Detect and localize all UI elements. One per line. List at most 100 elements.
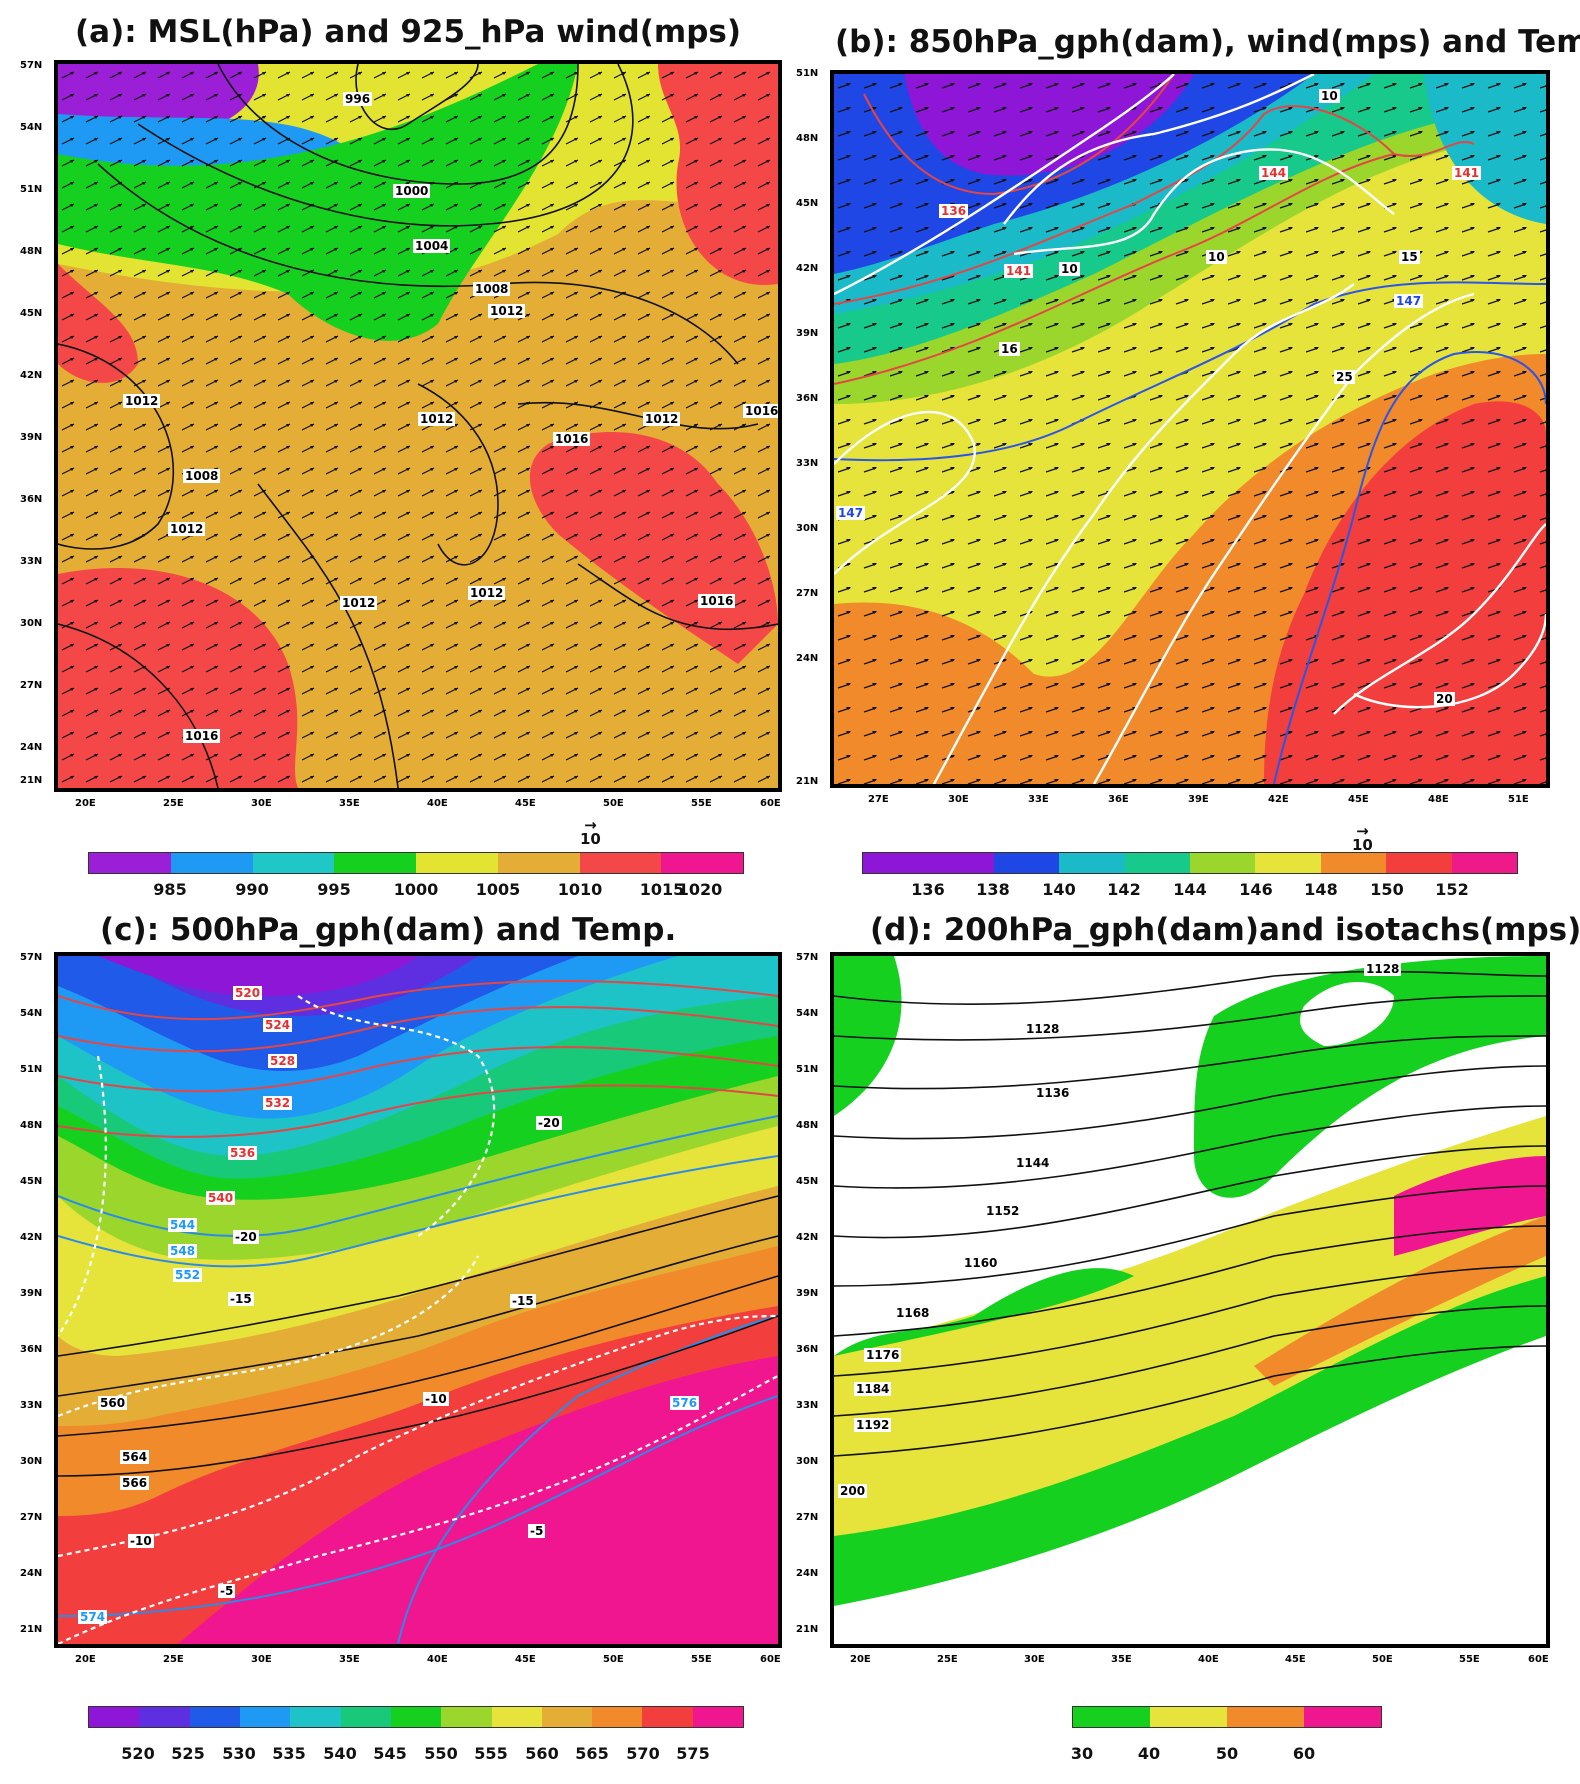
colorbar-swatch (170, 853, 253, 873)
panel-a-contour-label: 1008 (183, 469, 221, 483)
colorbar-swatch (340, 1707, 391, 1727)
panel-c-contour-label-white: -5 (218, 1584, 236, 1598)
x-tick: 25E (937, 1654, 958, 1665)
x-tick: 55E (1459, 1654, 1480, 1665)
panel-b-contour-label-red: 144 (1259, 166, 1289, 180)
colorbar-swatch (928, 853, 994, 873)
panel-b-colorbar (862, 852, 1518, 874)
wind-reference-label: 10 (580, 830, 601, 848)
y-tick: 24N (20, 742, 43, 753)
y-tick: 48N (796, 1120, 819, 1131)
panel-a-map: 996 1000 1004 1008 1012 1012 1016 1016 1… (54, 60, 782, 792)
panel-c-colorbar-label: 550 (424, 1744, 458, 1763)
y-tick: 54N (796, 1008, 819, 1019)
panel-c-colorbar (88, 1706, 744, 1728)
y-tick: 33N (796, 1400, 819, 1411)
panel-c-colorbar-label: 545 (373, 1744, 407, 1763)
panel-b-colorbar-label: 150 (1370, 880, 1404, 899)
panel-c-colorbar-label: 540 (323, 1744, 357, 1763)
colorbar-swatch (1386, 853, 1452, 873)
x-tick: 25E (163, 1654, 184, 1665)
y-tick: 39N (796, 328, 819, 339)
y-tick: 45N (20, 1176, 43, 1187)
panel-c-colorbar-label: 520 (121, 1744, 155, 1763)
y-tick: 27N (20, 680, 43, 691)
panel-d-colorbar-label: 50 (1215, 1744, 1239, 1763)
panel-a-contour-label: 1012 (168, 522, 206, 536)
panel-d-map: 1128 1128 1136 1144 1152 1160 1168 1176 … (830, 952, 1550, 1648)
colorbar-swatch (497, 853, 580, 873)
x-tick: 20E (850, 1654, 871, 1665)
y-tick: 57N (20, 60, 43, 71)
x-tick: 50E (1372, 1654, 1393, 1665)
colorbar-swatch (1320, 853, 1387, 873)
x-tick: 30E (251, 1654, 272, 1665)
colorbar-swatch (692, 1707, 744, 1727)
panel-d-contour-label: 1168 (894, 1306, 932, 1320)
panel-a-contour-label: 1012 (123, 394, 161, 408)
colorbar-swatch (416, 853, 498, 873)
panel-d-contour-label: 1192 (854, 1418, 892, 1432)
y-tick: 36N (20, 494, 43, 505)
panel-c-colorbar-label: 555 (474, 1744, 508, 1763)
panel-d-colorbar-label: 60 (1292, 1744, 1316, 1763)
colorbar-swatch (1150, 1707, 1227, 1727)
colorbar-swatch (1227, 1707, 1304, 1727)
colorbar-swatch (239, 1707, 291, 1727)
panel-a-contour-label: 1012 (643, 412, 681, 426)
y-tick: 27N (796, 1512, 819, 1523)
panel-a-contour-label: 996 (343, 92, 373, 106)
panel-c-contour-label-white: -20 (233, 1230, 259, 1244)
x-tick: 20E (75, 1654, 96, 1665)
panel-d-field (834, 956, 1546, 1644)
y-tick: 51N (20, 1064, 43, 1075)
panel-c-contour-label-white: -5 (528, 1524, 546, 1538)
panel-b-contour-label-white: 16 (999, 342, 1020, 356)
colorbar-swatch (89, 1707, 140, 1727)
panel-b-contour-label-red: 136 (939, 204, 969, 218)
panel-b-colorbar-label: 152 (1435, 880, 1469, 899)
panel-b-colorbar-label: 138 (976, 880, 1010, 899)
panel-c-colorbar-label: 530 (222, 1744, 256, 1763)
y-tick: 24N (20, 1568, 43, 1579)
y-tick: 39N (20, 1288, 43, 1299)
panel-a-contour-label: 1008 (473, 282, 511, 296)
x-tick: 60E (760, 1654, 781, 1665)
colorbar-swatch (252, 853, 335, 873)
y-tick: 42N (796, 1232, 819, 1243)
panel-d-colorbar-label: 40 (1137, 1744, 1161, 1763)
panel-c-contour-label-blue: 552 (173, 1268, 203, 1282)
panel-a-contour-label: 1016 (698, 594, 736, 608)
panel-d-colorbar (1072, 1706, 1382, 1728)
y-tick: 27N (20, 1512, 43, 1523)
colorbar-swatch (1124, 853, 1191, 873)
x-tick: 40E (427, 798, 448, 809)
colorbar-swatch (139, 1707, 190, 1727)
panel-b-contour-label-white: 15 (1399, 250, 1420, 264)
x-tick: 35E (339, 798, 360, 809)
colorbar-swatch (1073, 1707, 1150, 1727)
panel-c-colorbar-label: 570 (626, 1744, 660, 1763)
y-tick: 42N (796, 263, 819, 274)
panel-a-contour-label: 1016 (183, 729, 221, 743)
x-tick: 45E (1348, 794, 1369, 805)
arrow-right-icon: → (1356, 822, 1369, 840)
panel-a-colorbar-label: 1005 (475, 880, 521, 899)
panel-c-contour-label-blue: 548 (168, 1244, 198, 1258)
x-tick: 60E (1528, 1654, 1549, 1665)
panel-c-colorbar-label: 565 (575, 1744, 609, 1763)
panel-b-contour-label-white: 10 (1319, 89, 1340, 103)
y-tick: 36N (796, 393, 819, 404)
colorbar-swatch (993, 853, 1060, 873)
panel-a-colorbar-label: 995 (317, 880, 351, 899)
panel-b-colorbar-label: 140 (1042, 880, 1076, 899)
panel-d-contour-label: 1152 (984, 1204, 1022, 1218)
y-tick: 24N (796, 1568, 819, 1579)
x-tick: 30E (1024, 1654, 1045, 1665)
colorbar-swatch (189, 1707, 240, 1727)
y-tick: 21N (20, 775, 43, 786)
y-tick: 33N (20, 556, 43, 567)
colorbar-swatch (491, 1707, 542, 1727)
panel-b-contour-label-white: 10 (1059, 262, 1080, 276)
panel-a-contour-label: 1004 (413, 239, 451, 253)
